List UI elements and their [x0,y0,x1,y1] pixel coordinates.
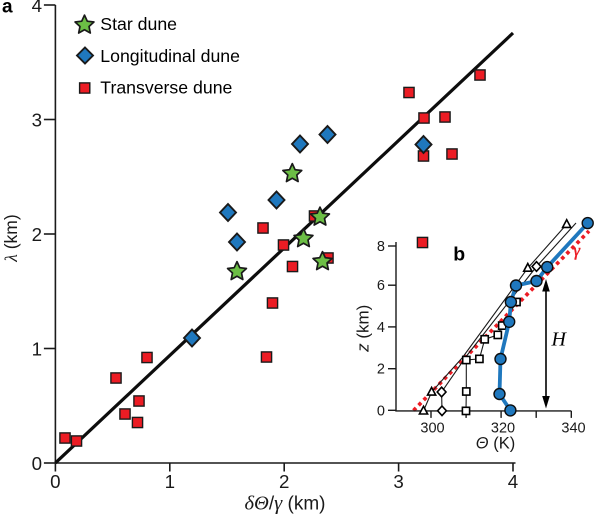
svg-text:6: 6 [377,278,385,294]
svg-text:1: 1 [165,471,175,492]
svg-text:300: 300 [420,421,444,437]
svg-text:8: 8 [377,239,385,255]
svg-text:Longitudinal dune: Longitudinal dune [100,46,240,66]
svg-text:4: 4 [508,471,518,492]
svg-text:2: 2 [32,224,42,245]
svg-text:4: 4 [32,0,42,16]
svg-text:Star dune: Star dune [100,14,177,34]
svg-text:3: 3 [393,471,403,492]
svg-text:340: 340 [561,421,585,437]
svg-text:Θ (K): Θ (K) [476,435,515,453]
svg-text:0: 0 [50,471,60,492]
svg-text:Transverse dune: Transverse dune [100,78,232,98]
svg-text:4: 4 [377,320,385,336]
svg-text:λ (km): λ (km) [1,214,21,262]
svg-text:2: 2 [377,362,385,378]
svg-text:a: a [2,0,13,17]
svg-text:0: 0 [377,403,385,419]
svg-text:H: H [551,329,568,351]
svg-text:δΘ/γ (km): δΘ/γ (km) [245,493,326,515]
svg-text:320: 320 [491,421,515,437]
svg-text:b: b [453,243,465,265]
svg-text:0: 0 [32,453,42,474]
svg-text:1: 1 [32,338,42,359]
svg-text:3: 3 [32,109,42,130]
svg-text:2: 2 [279,471,289,492]
svg-text:z (km): z (km) [354,305,373,353]
svg-text:γ: γ [574,241,581,260]
